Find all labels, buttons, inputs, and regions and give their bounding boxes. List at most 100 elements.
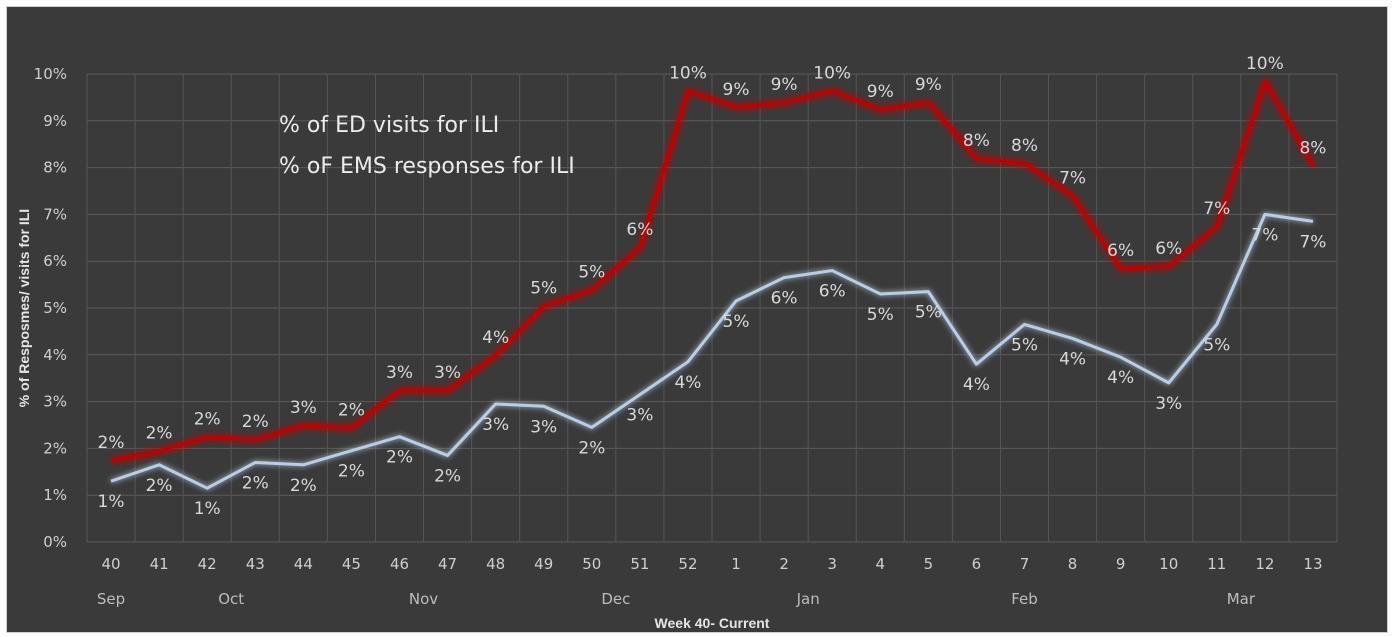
- x-axis-title: Week 40- Current: [655, 615, 770, 631]
- data-label: 7%: [1299, 232, 1326, 252]
- data-label: 2%: [578, 438, 605, 458]
- month-label: Oct: [218, 590, 244, 608]
- x-axis-ticks: 40 41 42 43 44 45 46 47 48 49 50 51 52 1 2 3 4 5 6 7 8 9 10 11 1…: [101, 555, 1322, 573]
- x-tick-label: 12: [1255, 555, 1274, 573]
- data-label: 7%: [1059, 169, 1086, 189]
- x-tick-label: 45: [342, 555, 361, 573]
- month-label: Feb: [1011, 590, 1038, 608]
- y-tick-label: 3%: [43, 393, 67, 411]
- data-label: 3%: [626, 406, 653, 426]
- data-label: 6%: [819, 282, 846, 302]
- month-label: Sep: [97, 590, 125, 608]
- x-tick-label: 43: [246, 555, 265, 573]
- data-label: 2%: [242, 473, 269, 493]
- data-label: 2%: [242, 412, 269, 432]
- y-axis-title: % of Resposmes/ visits for ILI: [16, 209, 32, 407]
- x-tick-label: 50: [582, 555, 601, 573]
- data-label: 8%: [963, 131, 990, 151]
- data-label: 10%: [813, 63, 851, 83]
- data-label: 5%: [723, 312, 750, 332]
- y-tick-label: 4%: [43, 346, 67, 364]
- y-tick-label: 10%: [34, 65, 67, 83]
- x-tick-label: 5: [924, 555, 934, 573]
- data-label: 7%: [1203, 199, 1230, 219]
- y-tick-label: 1%: [43, 486, 67, 504]
- data-label: 10%: [669, 63, 707, 83]
- data-label: 2%: [386, 448, 413, 468]
- data-label: 5%: [915, 303, 942, 323]
- data-label: 5%: [530, 279, 557, 299]
- data-label: 4%: [1059, 349, 1086, 369]
- gridlines: [86, 73, 1338, 543]
- x-tick-label: 49: [534, 555, 553, 573]
- x-tick-label: 52: [678, 555, 697, 573]
- data-label: 5%: [1203, 335, 1230, 355]
- data-label: 10%: [1246, 54, 1284, 74]
- data-label: 6%: [1107, 241, 1134, 261]
- data-label: 2%: [146, 476, 173, 496]
- data-label: 3%: [530, 417, 557, 437]
- data-label: 6%: [626, 220, 653, 240]
- x-tick-label: 4: [875, 555, 885, 573]
- data-label: 6%: [1155, 239, 1182, 259]
- data-label: 3%: [290, 398, 317, 418]
- data-label: 5%: [867, 305, 894, 325]
- data-label: 2%: [338, 462, 365, 482]
- x-tick-label: 41: [150, 555, 169, 573]
- data-label: 1%: [98, 492, 125, 512]
- data-label: 2%: [290, 476, 317, 496]
- legend-label: % of ED visits for ILI: [279, 113, 499, 138]
- data-label: 2%: [434, 466, 461, 486]
- x-tick-label: 44: [294, 555, 313, 573]
- data-label: 3%: [482, 415, 509, 435]
- y-tick-label: 7%: [43, 205, 67, 223]
- y-tick-label: 9%: [43, 112, 67, 130]
- chart-frame: 0% 1% 2% 3% 4% 5% 6% 7% 8% 9% 10% 40 41 42 43 44 45 46 47…: [6, 6, 1388, 633]
- x-tick-label: 7: [1020, 555, 1030, 573]
- x-tick-label: 6: [972, 555, 982, 573]
- y-tick-label: 8%: [43, 159, 67, 177]
- data-label: 4%: [482, 328, 509, 348]
- data-label: 7%: [1251, 225, 1278, 245]
- data-labels: 2% 2% 2% 2% 3% 2% 3% 3% 4% 5% 5% 6% 10% 9% 9% 10% 9% 9% 8%…: [98, 54, 1327, 519]
- data-label: 3%: [386, 363, 413, 383]
- line-chart: 0%1%2%3%4%5%6%7%8%9%10% 40 41 42 43 44 45 46 47…: [16, 54, 1338, 631]
- data-label: 1%: [194, 499, 221, 519]
- x-tick-label: 42: [198, 555, 217, 573]
- month-label: Jan: [796, 590, 820, 608]
- data-label: 4%: [674, 373, 701, 393]
- data-label: 9%: [771, 75, 798, 95]
- data-label: 6%: [771, 289, 798, 309]
- month-labels: Sep Oct Nov Dec Jan Feb Mar: [97, 590, 1256, 608]
- data-label: 5%: [578, 262, 605, 282]
- legend-label: % oF EMS responses for ILI: [279, 154, 575, 179]
- data-label: 9%: [915, 75, 942, 95]
- x-tick-label: 51: [630, 555, 649, 573]
- data-label: 9%: [867, 82, 894, 102]
- month-label: Mar: [1227, 590, 1256, 608]
- data-label: 3%: [434, 363, 461, 383]
- x-tick-label: 3: [827, 555, 837, 573]
- y-tick-label: 2%: [43, 439, 67, 457]
- y-tick-label: 6%: [43, 252, 67, 270]
- series-line-ems-responses: [110, 212, 1314, 490]
- data-label: 2%: [146, 424, 173, 444]
- data-label: 8%: [1011, 136, 1038, 156]
- x-tick-label: 47: [438, 555, 457, 573]
- data-label: 8%: [1299, 138, 1326, 158]
- data-label: 5%: [1011, 335, 1038, 355]
- data-label: 4%: [1107, 368, 1134, 388]
- series-lines: [110, 79, 1315, 490]
- data-label: 2%: [194, 410, 221, 430]
- data-label: 3%: [1155, 394, 1182, 414]
- legend: % of ED visits for ILI % oF EMS responses…: [217, 113, 575, 179]
- x-tick-label: 10: [1159, 555, 1178, 573]
- x-tick-label: 8: [1068, 555, 1078, 573]
- series-line-ed-visits: [110, 79, 1315, 462]
- x-tick-label: 11: [1207, 555, 1226, 573]
- x-tick-label: 46: [390, 555, 409, 573]
- x-tick-label: 48: [486, 555, 505, 573]
- x-tick-label: 40: [101, 555, 120, 573]
- month-label: Nov: [409, 590, 438, 608]
- x-tick-label: 2: [779, 555, 789, 573]
